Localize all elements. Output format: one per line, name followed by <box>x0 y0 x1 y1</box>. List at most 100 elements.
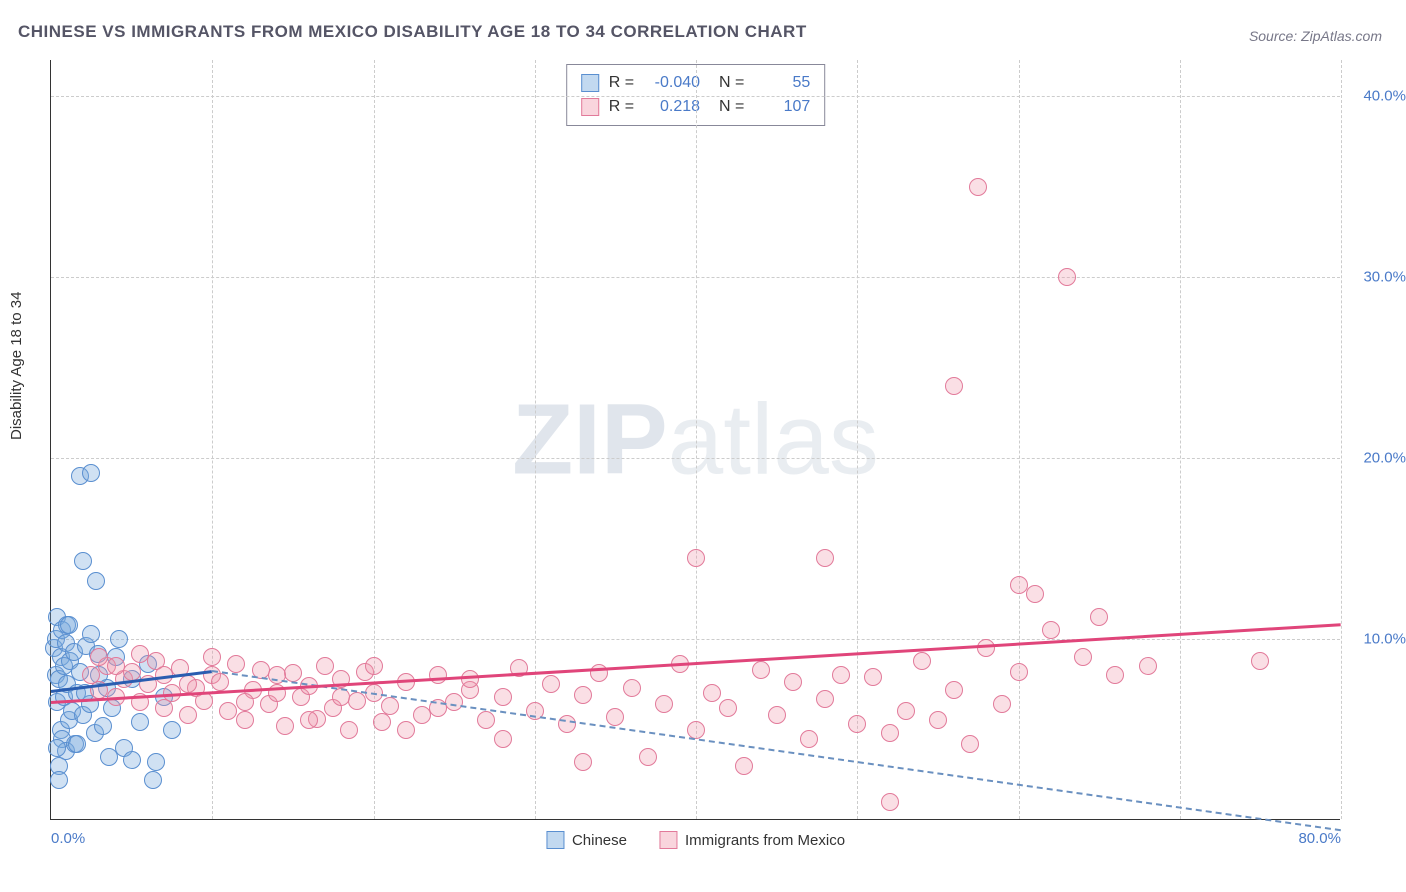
scatter-point <box>147 753 165 771</box>
scatter-point <box>429 666 447 684</box>
scatter-point <box>542 675 560 693</box>
swatch-pink-icon-2 <box>659 831 677 849</box>
scatter-point <box>236 693 254 711</box>
n-label-2: N = <box>710 95 744 119</box>
scatter-point <box>1074 648 1092 666</box>
scatter-point <box>816 549 834 567</box>
scatter-point <box>60 616 78 634</box>
scatter-point <box>993 695 1011 713</box>
scatter-point <box>144 771 162 789</box>
scatter-point <box>110 630 128 648</box>
r-value-chinese: -0.040 <box>644 71 700 95</box>
scatter-point <box>179 706 197 724</box>
scatter-point <box>969 178 987 196</box>
scatter-point <box>1058 268 1076 286</box>
scatter-point <box>211 673 229 691</box>
scatter-point <box>477 711 495 729</box>
scatter-point <box>800 730 818 748</box>
series-legend: Chinese Immigrants from Mexico <box>546 831 845 849</box>
scatter-point <box>784 673 802 691</box>
n-value-chinese: 55 <box>754 71 810 95</box>
scatter-point <box>131 645 149 663</box>
scatter-point <box>48 739 66 757</box>
scatter-point <box>397 721 415 739</box>
scatter-point <box>687 549 705 567</box>
scatter-point <box>752 661 770 679</box>
scatter-point <box>340 721 358 739</box>
legend-label-chinese: Chinese <box>572 832 627 849</box>
x-tick-label: 80.0% <box>1298 830 1341 847</box>
gridline-v <box>212 60 213 819</box>
scatter-point <box>655 695 673 713</box>
scatter-point <box>163 721 181 739</box>
scatter-point <box>1139 657 1157 675</box>
scatter-point <box>574 753 592 771</box>
legend-item-mexico: Immigrants from Mexico <box>659 831 845 849</box>
y-tick-label: 30.0% <box>1348 269 1406 286</box>
scatter-point <box>1251 652 1269 670</box>
scatter-point <box>977 639 995 657</box>
scatter-point <box>50 771 68 789</box>
scatter-point <box>203 648 221 666</box>
scatter-point <box>929 711 947 729</box>
scatter-point <box>82 464 100 482</box>
scatter-point <box>945 377 963 395</box>
r-value-mexico: 0.218 <box>644 95 700 119</box>
scatter-point <box>100 748 118 766</box>
gridline-v <box>1019 60 1020 819</box>
scatter-point <box>768 706 786 724</box>
legend-label-mexico: Immigrants from Mexico <box>685 832 845 849</box>
scatter-point <box>107 657 125 675</box>
r-label: R = <box>609 71 634 95</box>
scatter-point <box>276 717 294 735</box>
scatter-point <box>897 702 915 720</box>
scatter-point <box>848 715 866 733</box>
scatter-point <box>300 711 318 729</box>
scatter-point <box>913 652 931 670</box>
scatter-point <box>68 735 86 753</box>
x-tick-label: 0.0% <box>51 830 85 847</box>
scatter-point <box>94 717 112 735</box>
watermark-light: atlas <box>668 383 879 495</box>
scatter-point <box>494 688 512 706</box>
scatter-point <box>961 735 979 753</box>
y-axis-title: Disability Age 18 to 34 <box>8 292 25 440</box>
scatter-point <box>623 679 641 697</box>
scatter-point <box>373 713 391 731</box>
scatter-point <box>494 730 512 748</box>
scatter-point <box>1106 666 1124 684</box>
scatter-point <box>227 655 245 673</box>
swatch-blue-icon <box>581 74 599 92</box>
n-value-mexico: 107 <box>754 95 810 119</box>
n-label: N = <box>710 71 744 95</box>
r-label-2: R = <box>609 95 634 119</box>
scatter-point <box>123 663 141 681</box>
scatter-point <box>945 681 963 699</box>
scatter-point <box>864 668 882 686</box>
scatter-point <box>816 690 834 708</box>
legend-item-chinese: Chinese <box>546 831 627 849</box>
scatter-point <box>1090 608 1108 626</box>
scatter-point <box>1010 663 1028 681</box>
scatter-point <box>316 657 334 675</box>
scatter-point <box>365 657 383 675</box>
y-tick-label: 40.0% <box>1348 88 1406 105</box>
scatter-point <box>236 711 254 729</box>
scatter-point <box>881 724 899 742</box>
gridline-v <box>696 60 697 819</box>
scatter-point <box>687 721 705 739</box>
scatter-point <box>639 748 657 766</box>
y-tick-label: 20.0% <box>1348 450 1406 467</box>
scatter-point <box>179 675 197 693</box>
chart-title: CHINESE VS IMMIGRANTS FROM MEXICO DISABI… <box>18 22 807 42</box>
scatter-point <box>87 572 105 590</box>
gridline-v <box>857 60 858 819</box>
gridline-v <box>1180 60 1181 819</box>
scatter-point <box>735 757 753 775</box>
scatter-point <box>558 715 576 733</box>
scatter-point <box>123 751 141 769</box>
scatter-point <box>832 666 850 684</box>
y-tick-label: 10.0% <box>1348 631 1406 648</box>
regression-line <box>212 670 1341 831</box>
scatter-point <box>719 699 737 717</box>
